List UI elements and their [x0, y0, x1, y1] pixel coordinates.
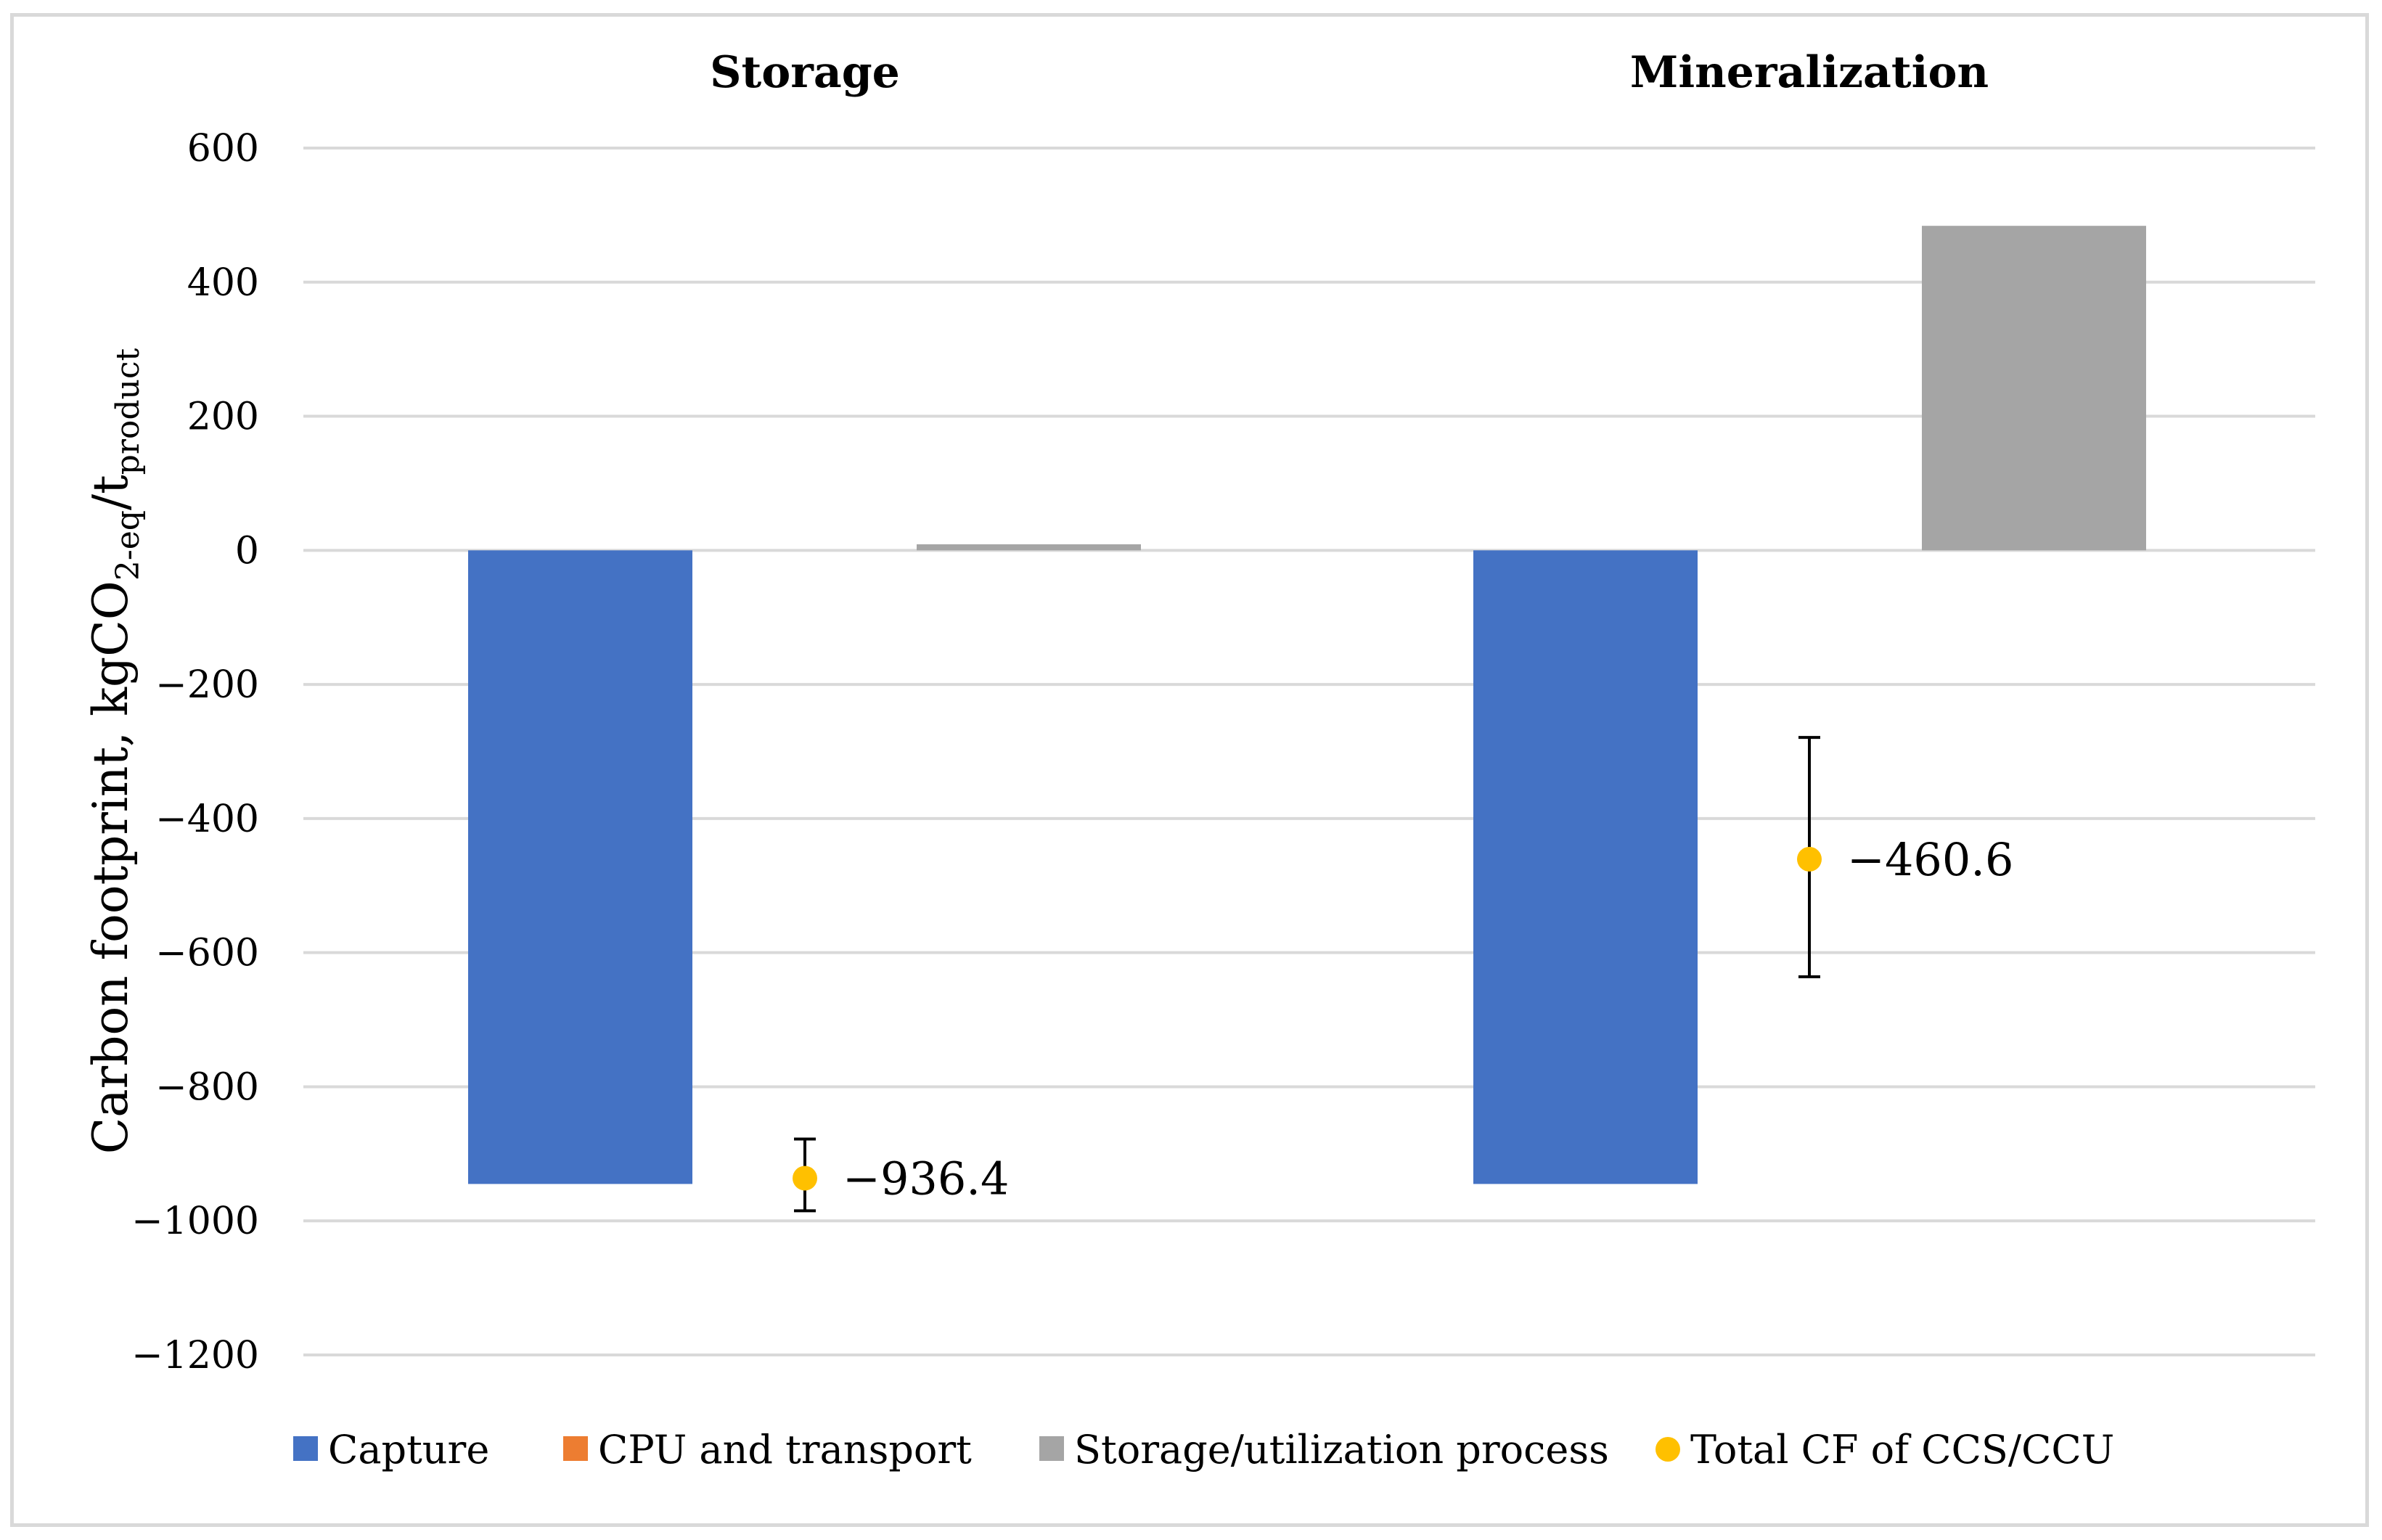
y-axis-ticks: 600 400 200 0 −200 −400 −600 −800 −1000 −1200	[131, 127, 259, 1377]
y-tick-label: −600	[155, 932, 259, 975]
group-title-mineralization: Mineralization	[1630, 47, 1989, 98]
bars	[468, 226, 2146, 1184]
y-tick-label: 400	[187, 261, 259, 305]
y-tick-label: −200	[155, 663, 259, 707]
group-titles: Storage Mineralization	[710, 47, 1989, 98]
legend-swatch	[293, 1436, 318, 1461]
legend-item-capture: Capture	[293, 1427, 489, 1473]
gridlines	[303, 147, 2315, 1356]
y-axis-label: Carbon footprint, kgCO2-eq/tproduct	[83, 348, 147, 1154]
total-data-label: −460.6	[1847, 833, 2013, 886]
y-axis-label-subscript: product	[110, 348, 147, 475]
legend-item-storage-utilization: Storage/utilization process	[1039, 1427, 1609, 1473]
legend: Capture CPU and transport Storage/utilizat…	[293, 1427, 2114, 1473]
y-tick-label: 600	[187, 127, 259, 171]
storage-utilization-bar	[1922, 226, 2146, 551]
legend-item-cpu-transport: CPU and transport	[563, 1427, 972, 1473]
y-axis-label-subscript: 2-eq	[110, 510, 147, 581]
total-markers: −936.4 −460.6	[793, 736, 2013, 1213]
legend-label: CPU and transport	[598, 1427, 972, 1473]
total-data-label: −936.4	[843, 1152, 1009, 1205]
capture-bar	[1473, 550, 1698, 1184]
y-tick-label: −800	[155, 1065, 259, 1109]
legend-label: Capture	[328, 1427, 489, 1473]
y-tick-label: −1200	[131, 1334, 259, 1377]
y-tick-label: 200	[187, 396, 259, 439]
legend-label: Storage/utilization process	[1074, 1427, 1609, 1473]
legend-swatch	[1039, 1436, 1064, 1461]
total-point	[793, 1166, 817, 1191]
y-axis-label-text: Carbon footprint, kgCO	[83, 581, 139, 1154]
legend-swatch	[563, 1436, 588, 1461]
legend-item-total: Total CF of CCS/CCU	[1655, 1427, 2114, 1473]
y-tick-label: −400	[155, 798, 259, 841]
legend-marker	[1655, 1437, 1680, 1462]
group-title-storage: Storage	[710, 47, 900, 98]
y-tick-label: −1000	[131, 1200, 259, 1243]
capture-bar	[468, 550, 692, 1184]
total-point	[1797, 846, 1822, 872]
storage-utilization-bar	[917, 544, 1141, 551]
y-axis-label-text: /t	[83, 475, 139, 510]
legend-label: Total CF of CCS/CCU	[1690, 1427, 2114, 1473]
y-tick-label: 0	[235, 529, 259, 573]
